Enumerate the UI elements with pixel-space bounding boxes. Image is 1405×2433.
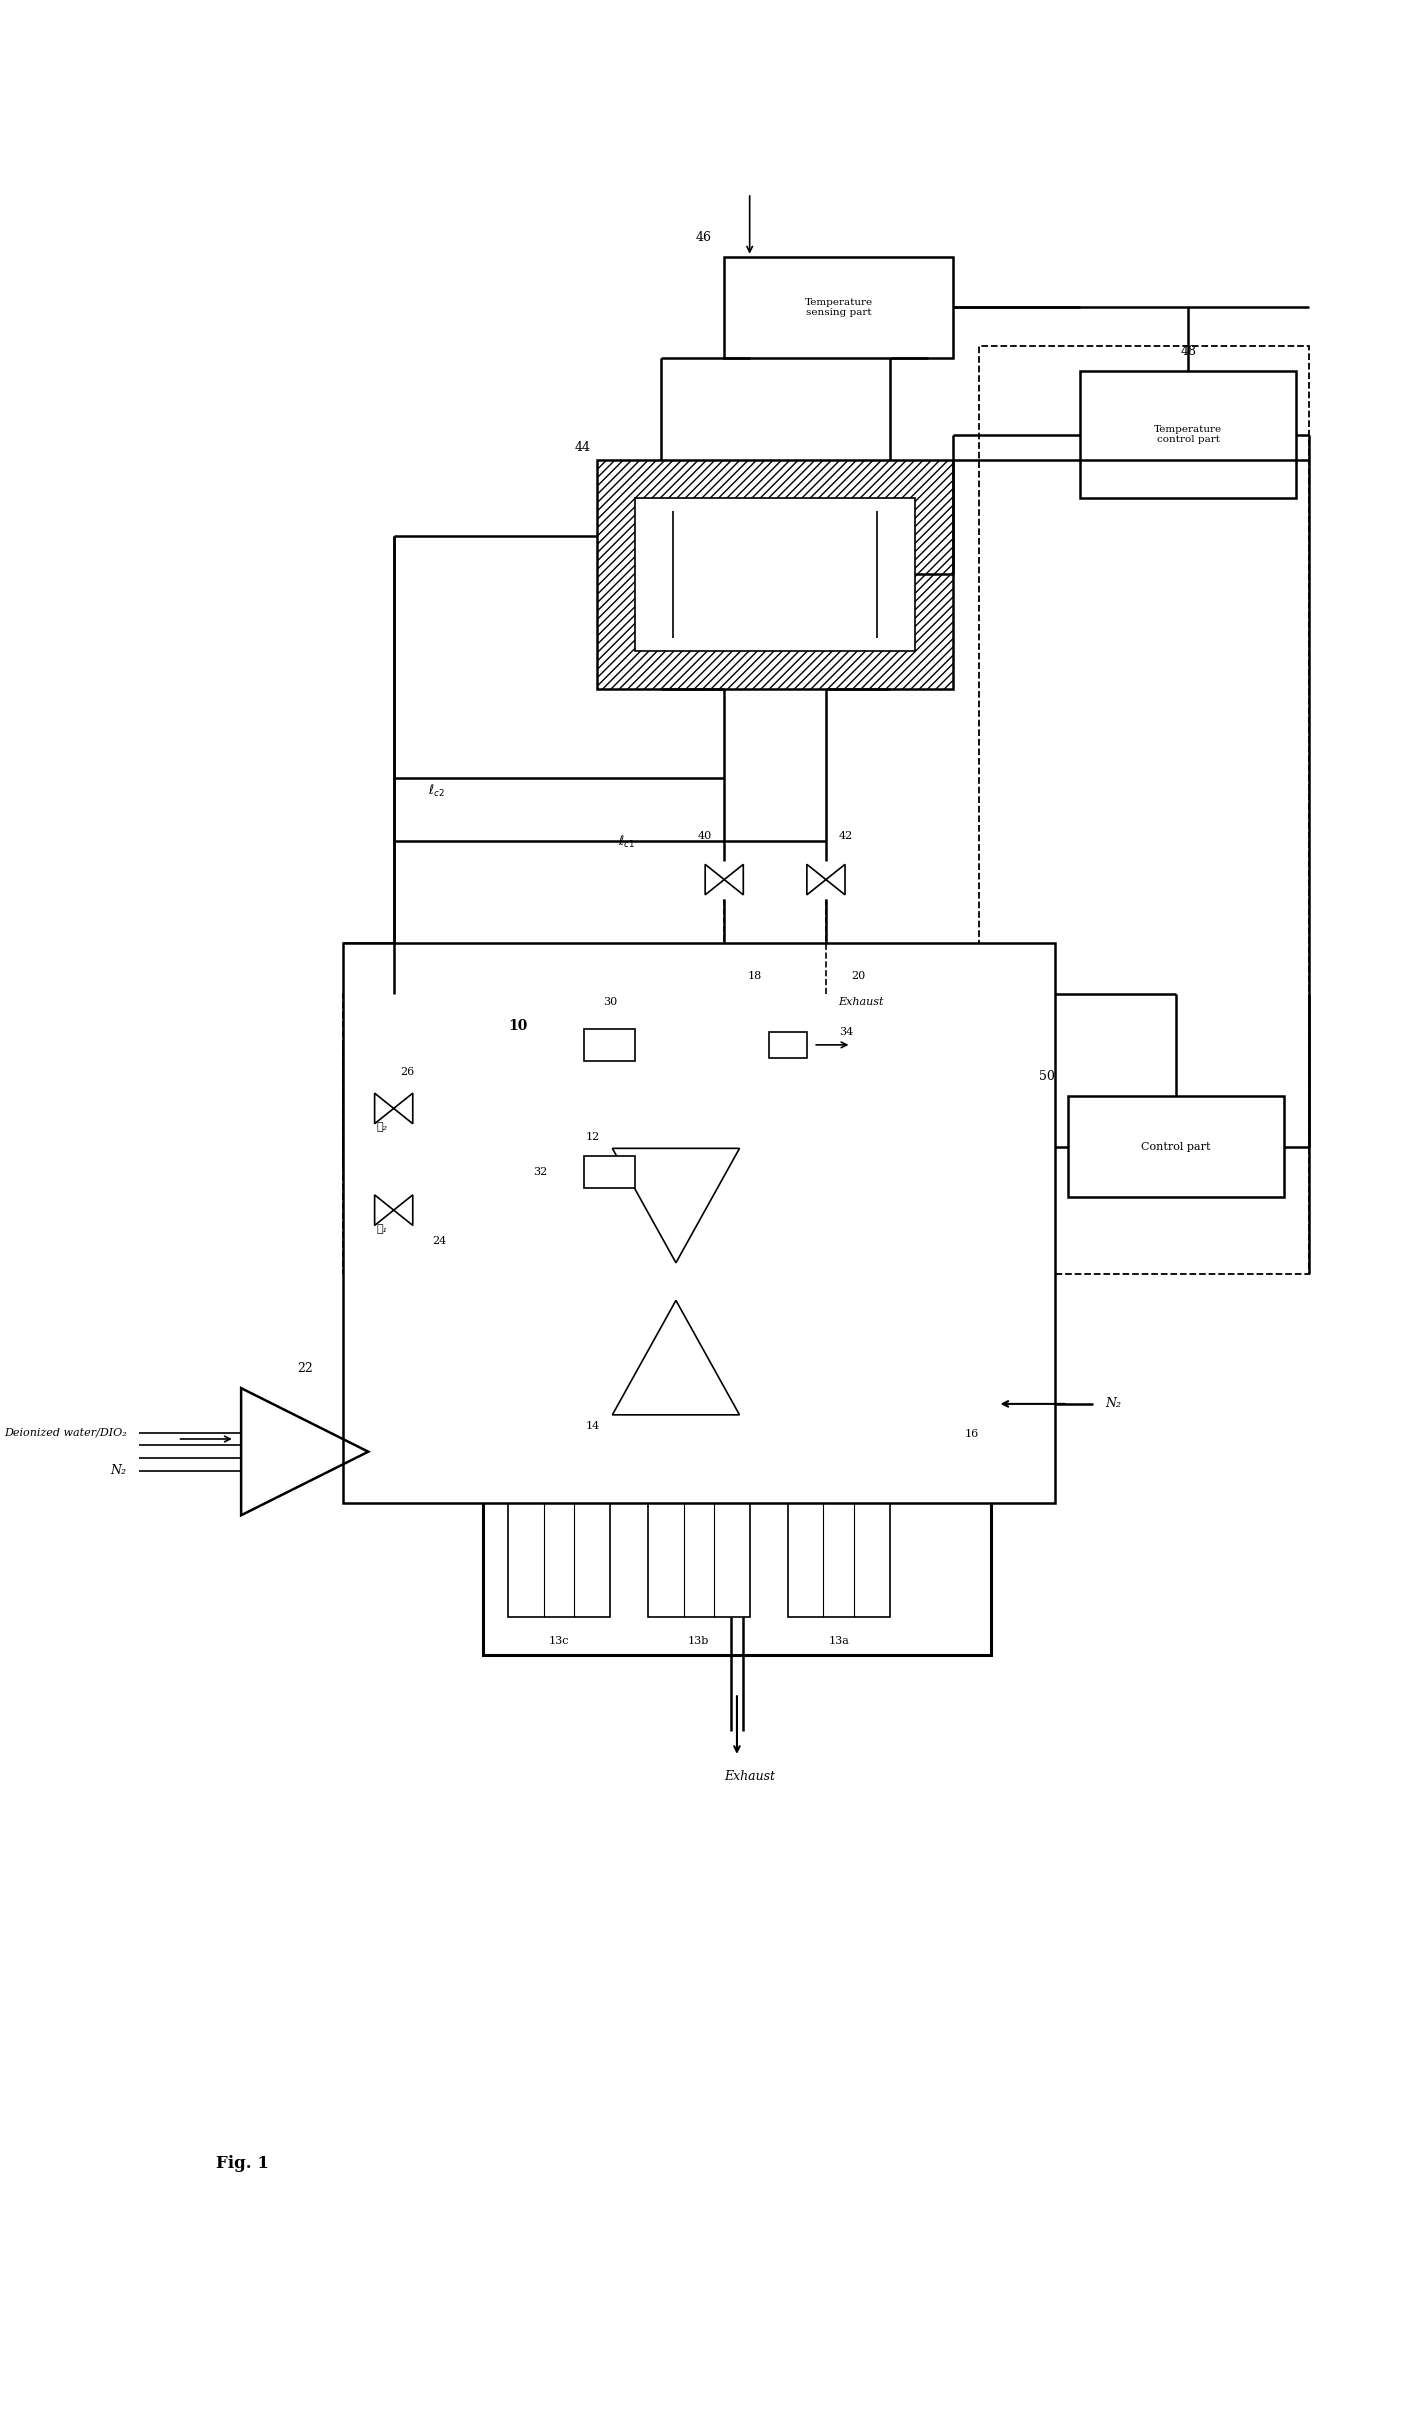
Text: 26: 26 (400, 1066, 414, 1078)
Text: Temperature
sensing part: Temperature sensing part (805, 297, 873, 316)
Bar (769, 1032, 806, 1058)
Text: 16: 16 (964, 1428, 978, 1440)
Text: 20: 20 (851, 971, 865, 980)
Text: 13b: 13b (688, 1635, 710, 1647)
Polygon shape (375, 1092, 393, 1124)
Text: Control part: Control part (1141, 1141, 1210, 1151)
Text: 13a: 13a (828, 1635, 849, 1647)
Bar (1068, 1095, 1284, 1197)
Text: ℓ₂: ℓ₂ (377, 1122, 388, 1131)
Polygon shape (393, 1195, 413, 1226)
Text: $\ell_{c1}$: $\ell_{c1}$ (618, 835, 635, 849)
Text: 44: 44 (575, 440, 590, 453)
Bar (978, 345, 1309, 1275)
Bar (648, 1489, 750, 1618)
Text: $\ell_{c2}$: $\ell_{c2}$ (427, 783, 444, 798)
Text: N₂: N₂ (1106, 1397, 1121, 1411)
Bar (584, 1029, 635, 1061)
Text: Exhaust: Exhaust (724, 1769, 776, 1783)
Bar (483, 995, 991, 1654)
Text: ℓ₁: ℓ₁ (377, 1224, 388, 1234)
Polygon shape (806, 864, 826, 895)
Bar (597, 460, 953, 689)
Polygon shape (705, 864, 724, 895)
Text: 12: 12 (586, 1131, 600, 1141)
Polygon shape (724, 864, 743, 895)
Bar (343, 944, 1055, 1504)
Polygon shape (826, 864, 844, 895)
Bar (1080, 372, 1297, 499)
Bar (343, 995, 978, 1275)
Text: Deionized water/DIO₂: Deionized water/DIO₂ (4, 1428, 126, 1438)
Text: 50: 50 (1038, 1071, 1055, 1083)
Text: 42: 42 (839, 832, 853, 842)
Bar (584, 1156, 635, 1187)
Text: 22: 22 (296, 1362, 312, 1375)
Bar (509, 1489, 610, 1618)
Text: 30: 30 (603, 998, 617, 1007)
Text: 24: 24 (431, 1236, 445, 1246)
Text: N₂: N₂ (111, 1465, 126, 1477)
Text: 46: 46 (695, 231, 711, 243)
Polygon shape (393, 1092, 413, 1124)
Text: Temperature
control part: Temperature control part (1155, 426, 1222, 445)
Bar (788, 1489, 889, 1618)
Bar (724, 255, 953, 358)
Text: 18: 18 (747, 971, 763, 980)
Text: 14: 14 (586, 1421, 600, 1431)
Text: Fig. 1: Fig. 1 (216, 2156, 268, 2173)
Text: 40: 40 (697, 832, 711, 842)
Text: 13c: 13c (549, 1635, 569, 1647)
Text: Exhaust: Exhaust (839, 998, 884, 1007)
Bar (635, 499, 915, 650)
Text: 34: 34 (839, 1027, 853, 1036)
Text: 48: 48 (1180, 345, 1196, 358)
Text: 10: 10 (509, 1019, 527, 1034)
Text: 32: 32 (534, 1168, 548, 1178)
Polygon shape (375, 1195, 393, 1226)
